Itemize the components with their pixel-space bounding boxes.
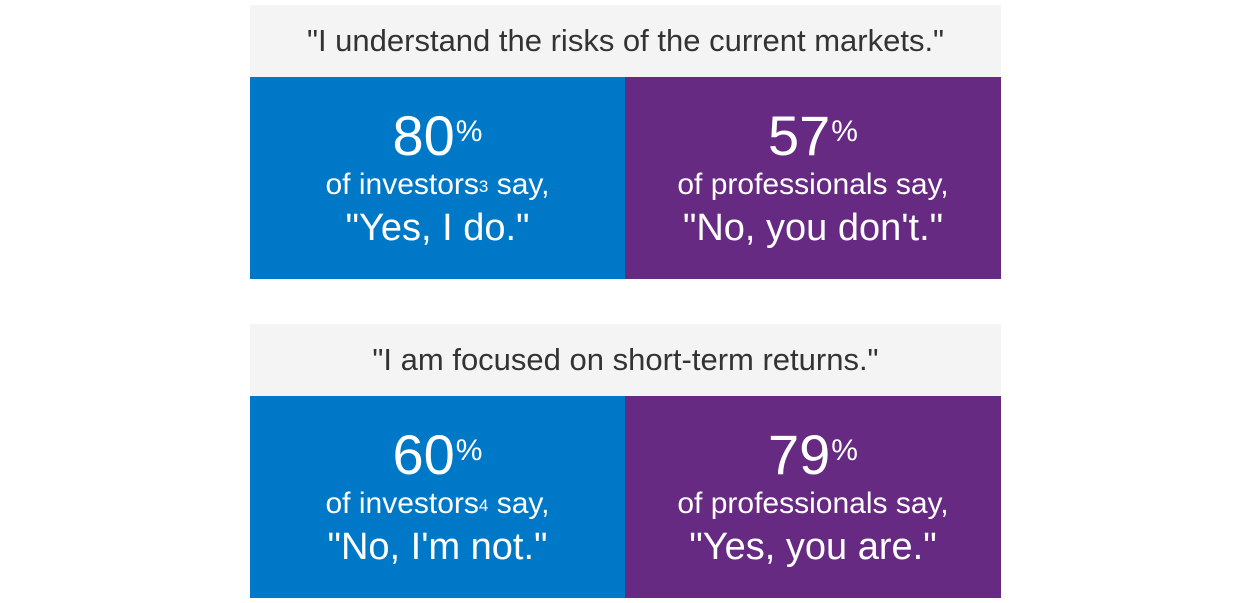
professionals-percent-value: 79: [768, 423, 831, 486]
percent-sign: %: [455, 434, 483, 467]
percent-sign: %: [831, 434, 858, 467]
percent-sign: %: [455, 115, 483, 148]
comparison-panel-short-term: "I am focused on short-term returns." 60…: [250, 324, 1001, 598]
footnote-marker: 4: [478, 496, 489, 515]
comparison-row: 60% of investors4 say, "No, I'm not." 79…: [250, 396, 1001, 598]
investors-stat: 80%: [393, 107, 483, 165]
panel-header: "I am focused on short-term returns.": [250, 324, 1001, 396]
investors-percent-value: 60: [392, 423, 455, 486]
professionals-caption: of professionals say,: [677, 168, 949, 201]
professionals-percent-value: 57: [768, 104, 831, 167]
panel-header: "I understand the risks of the current m…: [250, 5, 1001, 77]
investors-stat: 60%: [393, 426, 483, 484]
investors-quote: "No, I'm not.": [327, 526, 548, 568]
investors-caption: of investors4 say,: [325, 484, 549, 524]
investors-quote: "Yes, I do.": [345, 207, 530, 249]
comparison-panel-risks: "I understand the risks of the current m…: [250, 5, 1001, 279]
investors-cell: 60% of investors4 say, "No, I'm not.": [250, 396, 625, 598]
investors-caption-end: say,: [488, 487, 550, 520]
investors-cell: 80% of investors3 say, "Yes, I do.": [250, 77, 625, 279]
investors-percent-value: 80: [392, 104, 455, 167]
comparison-row: 80% of investors3 say, "Yes, I do." 57% …: [250, 77, 1001, 279]
professionals-caption: of professionals say,: [677, 487, 949, 520]
professionals-cell: 57% of professionals say, "No, you don't…: [625, 77, 1001, 279]
investors-caption-end: say,: [488, 168, 550, 201]
professionals-stat: 57%: [768, 107, 858, 165]
investors-caption: of investors3 say,: [325, 165, 549, 205]
professionals-quote: "No, you don't.": [682, 207, 944, 249]
investors-caption-start: of investors: [325, 168, 479, 201]
professionals-stat: 79%: [768, 426, 858, 484]
percent-sign: %: [831, 115, 858, 148]
footnote-marker: 3: [478, 177, 489, 196]
professionals-cell: 79% of professionals say, "Yes, you are.…: [625, 396, 1001, 598]
professionals-quote: "Yes, you are.": [689, 526, 937, 568]
investors-caption-start: of investors: [325, 487, 479, 520]
